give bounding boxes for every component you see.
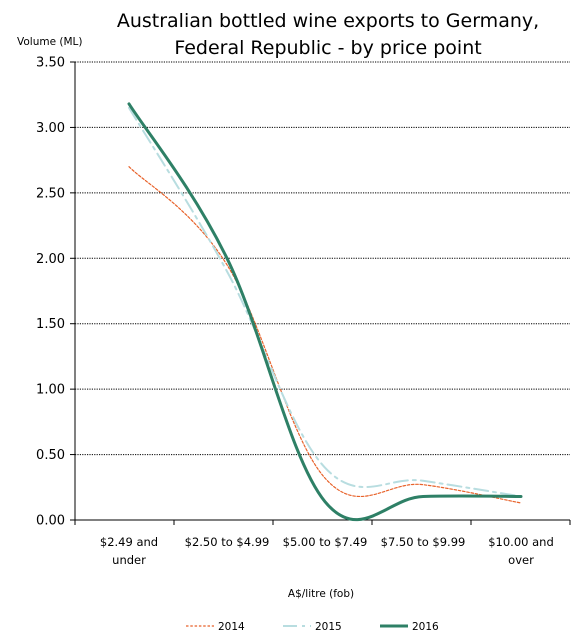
y-tick-label: 3.50 [36, 56, 65, 71]
y-axis-label: Volume (ML) [17, 36, 83, 48]
legend: 2014 2015 2016 [186, 621, 439, 631]
y-tick-label: 0.00 [36, 514, 65, 529]
y-tick-label: 2.00 [36, 252, 65, 267]
y-tick-label: 0.50 [36, 448, 65, 463]
series-lines [127, 102, 523, 522]
x-tick-label: $10.00 and over [488, 535, 554, 567]
x-tick-labels: $2.49 and under $2.50 to $4.99 $5.00 to $7.… [100, 535, 554, 567]
x-tick-label: $2.50 to $4.99 [185, 535, 270, 549]
x-tick-label: $7.50 to $9.99 [381, 535, 466, 549]
y-tick-label: 3.00 [36, 121, 65, 136]
gridlines [70, 61, 570, 521]
axes [74, 62, 571, 525]
legend-label: 2015 [315, 621, 342, 631]
series-line-2014 [128, 166, 522, 504]
legend-label: 2014 [218, 621, 245, 631]
y-tick-labels: 3.50 3.00 2.50 2.00 1.50 1.00 0.50 0.00 [36, 56, 65, 529]
x-tick-label: $2.49 and under [100, 535, 158, 567]
series-line-2016 [127, 102, 523, 522]
chart-title-line-1: Australian bottled wine exports to Germa… [117, 10, 539, 32]
x-axis-label: A$/litre (fob) [288, 588, 354, 600]
legend-label: 2016 [412, 621, 439, 631]
x-tick-label: $5.00 to $7.49 [283, 535, 368, 549]
chart-title-line-2: Federal Republic - by price point [174, 37, 481, 59]
series-line-2015 [128, 106, 522, 498]
y-tick-label: 2.50 [36, 186, 65, 201]
y-tick-label: 1.50 [36, 317, 65, 332]
y-tick-label: 1.00 [36, 383, 65, 398]
